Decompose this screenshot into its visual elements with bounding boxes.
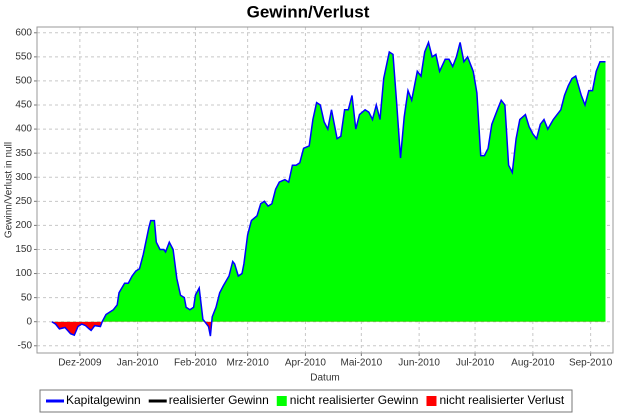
legend-label: nicht realisierter Gewinn [290, 393, 419, 407]
legend-box [39, 389, 573, 413]
x-tick-label: Jun-2010 [398, 358, 440, 369]
x-tick-label: Sep-2010 [569, 358, 613, 369]
legend-label: nicht realisierter Verlust [439, 393, 564, 407]
legend-label: realisierter Gewinn [169, 393, 269, 407]
y-tick-label: 150 [15, 244, 32, 255]
x-axis-label: Datum [310, 373, 339, 384]
y-tick-label: 100 [15, 268, 32, 279]
positive-area [51, 42, 606, 322]
y-tick-label: 400 [15, 124, 32, 135]
y-tick-label: 250 [15, 196, 32, 207]
y-tick-label: 200 [15, 220, 32, 231]
y-tick-label: 500 [15, 76, 32, 87]
y-tick-label: 50 [21, 292, 33, 303]
plot-border [36, 26, 614, 354]
y-tick-label: 600 [15, 27, 32, 38]
y-axis-label: Gewinn/Verlust in null [4, 142, 15, 238]
x-tick-label: Aug-2010 [511, 358, 555, 369]
legend-label: Kapitalgewinn [66, 393, 141, 407]
x-tick-label: Mai-2010 [340, 358, 382, 369]
y-tick-label: 550 [15, 51, 32, 62]
y-tick-label: 300 [15, 172, 32, 183]
legend-swatch [426, 396, 437, 406]
y-tick-label: 350 [15, 148, 32, 159]
chart-title: Gewinn/Verlust [247, 2, 370, 21]
x-tick-label: Apr-2010 [285, 358, 327, 369]
x-tick-label: Jan-2010 [117, 358, 159, 369]
x-tick-label: Dez-2009 [58, 358, 102, 369]
legend-swatch [276, 396, 287, 406]
x-tick-label: Jul-2010 [456, 358, 495, 369]
y-tick-label: 0 [26, 316, 32, 327]
line [51, 39, 606, 337]
x-tick-label: Feb-2010 [174, 358, 217, 369]
y-tick-label: -50 [18, 340, 33, 351]
x-tick-label: Mrz-2010 [227, 358, 270, 369]
negative-area [51, 321, 212, 337]
y-tick-label: 450 [15, 100, 32, 111]
